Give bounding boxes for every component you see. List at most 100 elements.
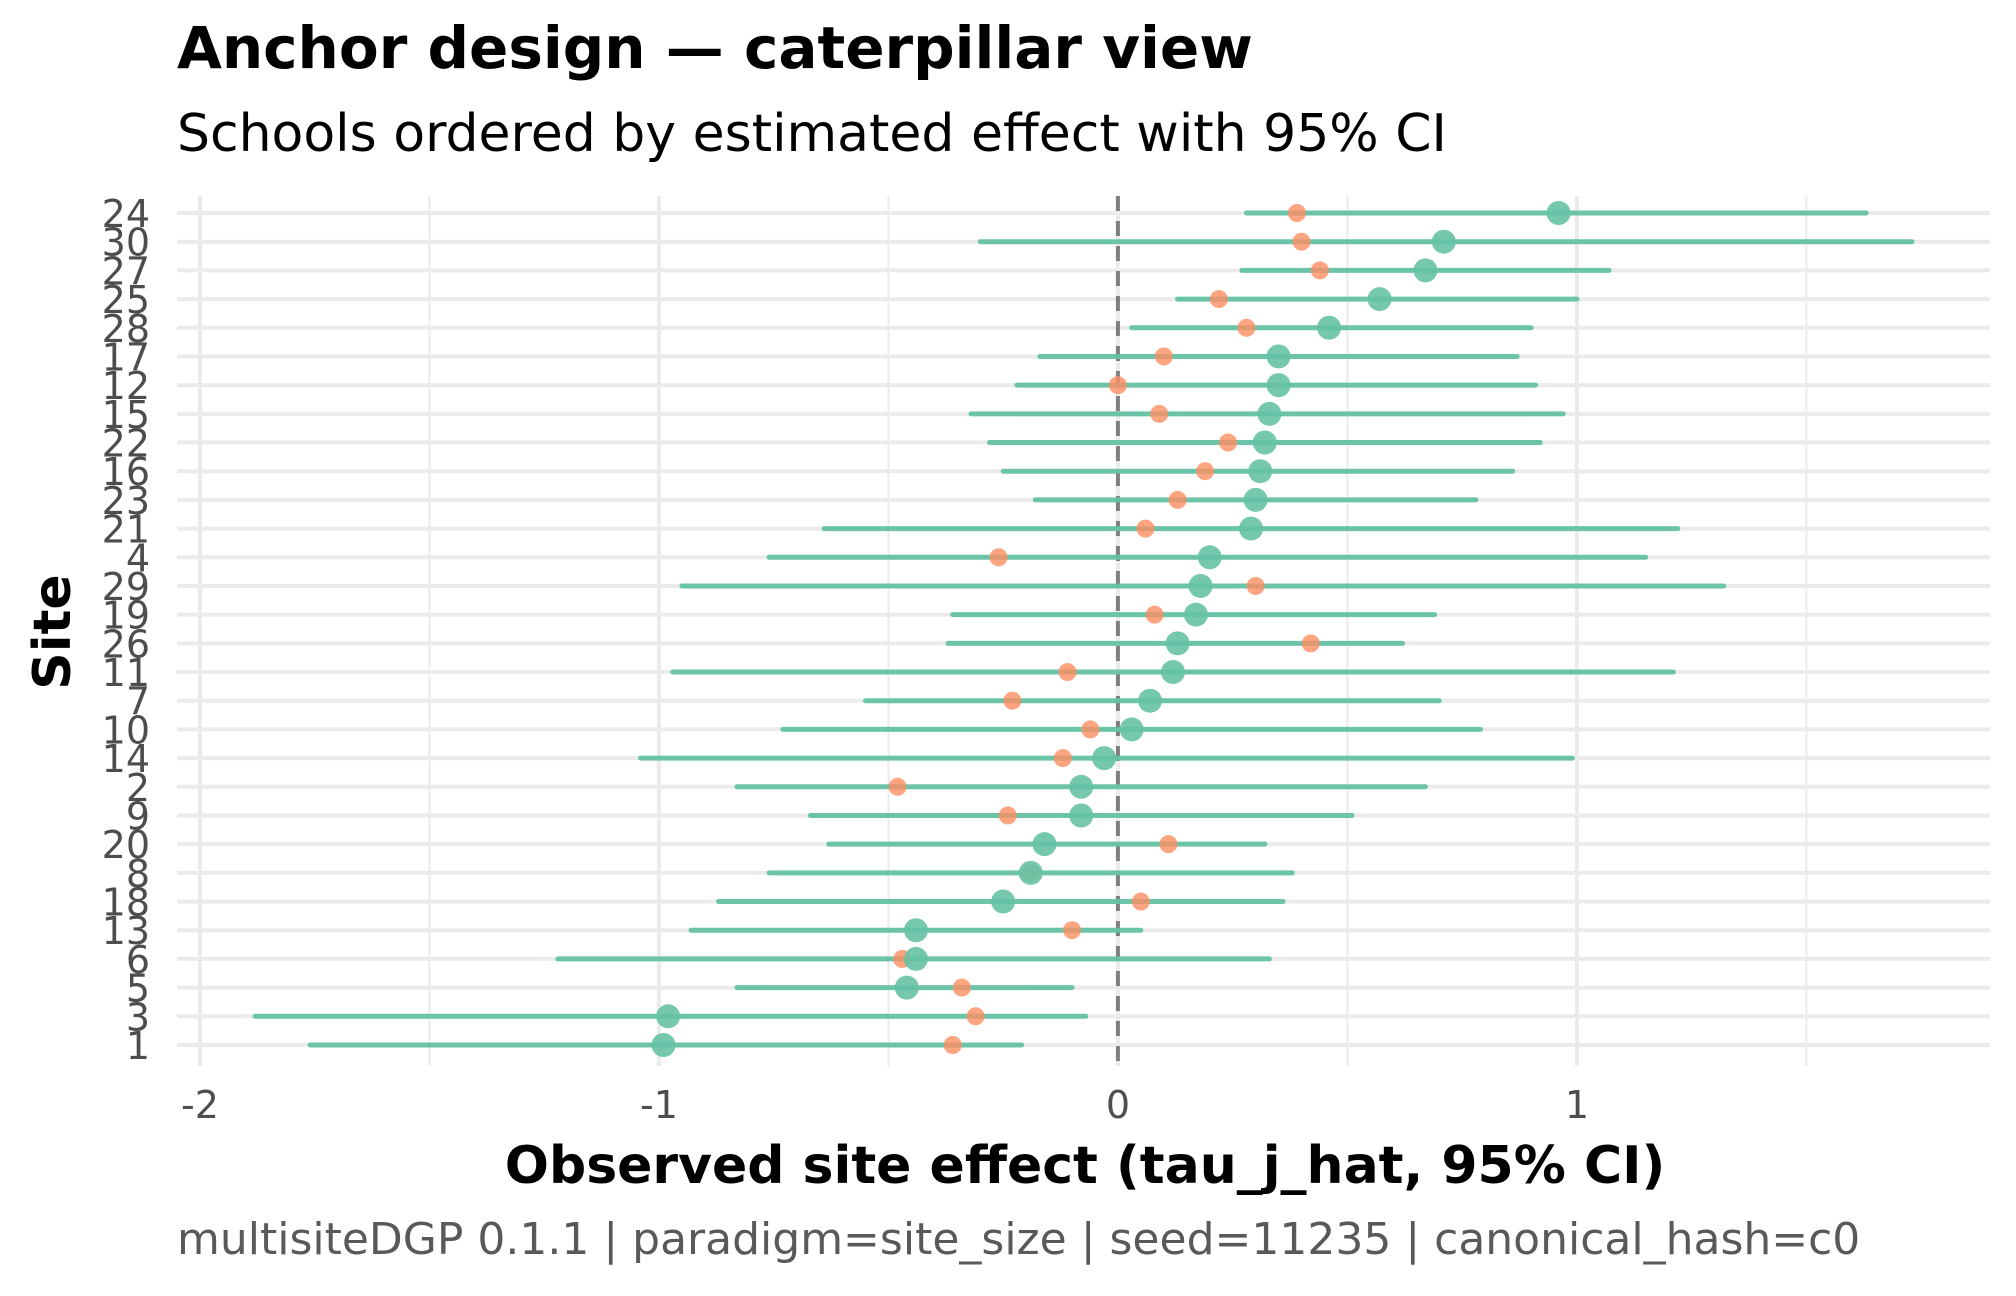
estimate-point-site-30 <box>1431 229 1456 254</box>
chart-caption: multisiteDGP 0.1.1 | paradigm=site_size … <box>177 1214 1861 1265</box>
true-effect-point-site-28 <box>1237 318 1256 337</box>
true-effect-point-site-9 <box>998 806 1017 825</box>
estimate-point-site-18 <box>991 889 1016 914</box>
true-effect-point-site-15 <box>1150 404 1169 423</box>
true-effect-point-site-5 <box>952 978 971 997</box>
x-tick-label: 0 <box>1106 1083 1130 1127</box>
true-effect-point-site-10 <box>1081 720 1100 739</box>
y-tick-label: 22 <box>102 422 150 466</box>
true-effect-layer <box>888 204 1329 1054</box>
estimate-point-site-28 <box>1317 315 1342 340</box>
y-tick-label: 12 <box>102 364 150 408</box>
y-tick-label: 3 <box>126 995 150 1039</box>
true-effect-point-site-20 <box>1159 835 1178 854</box>
y-tick-label: 24 <box>102 192 150 236</box>
estimate-point-site-8 <box>1018 860 1043 885</box>
estimate-point-site-23 <box>1243 487 1268 512</box>
true-effect-point-site-25 <box>1209 290 1228 309</box>
estimate-point-site-12 <box>1266 373 1291 398</box>
true-effect-point-site-4 <box>989 548 1008 567</box>
estimate-point-site-27 <box>1413 258 1438 283</box>
y-tick-label: 6 <box>126 938 150 982</box>
estimate-point-site-13 <box>903 918 928 943</box>
true-effect-point-site-3 <box>966 1007 985 1026</box>
y-tick-layer: 2430272528171215221623214291926117101429… <box>102 192 150 1068</box>
true-effect-point-site-18 <box>1131 892 1150 911</box>
true-effect-point-site-23 <box>1168 490 1187 509</box>
estimate-point-site-24 <box>1546 201 1571 225</box>
y-axis-title: Site <box>23 574 83 689</box>
x-tick-layer: -2 -1 0 1 <box>181 1083 1589 1127</box>
estimate-point-site-17 <box>1266 344 1291 369</box>
estimate-point-site-14 <box>1092 746 1117 771</box>
true-effect-point-site-11 <box>1058 663 1077 682</box>
true-effect-point-site-30 <box>1292 232 1311 251</box>
estimate-point-site-1 <box>651 1033 676 1057</box>
true-effect-point-site-2 <box>888 777 907 796</box>
y-tick-label: 16 <box>102 450 150 494</box>
estimate-point-site-9 <box>1069 803 1094 828</box>
y-tick-label: 4 <box>126 536 150 580</box>
estimate-point-site-16 <box>1248 459 1273 484</box>
y-tick-label: 30 <box>102 221 150 265</box>
y-tick-label: 18 <box>102 881 150 925</box>
true-effect-point-site-29 <box>1246 576 1265 595</box>
estimate-point-site-3 <box>656 1004 681 1029</box>
estimate-point-site-5 <box>894 975 919 1000</box>
y-tick-label: 23 <box>102 479 150 523</box>
y-tick-label: 25 <box>102 278 150 322</box>
y-tick-label: 29 <box>102 565 150 609</box>
y-tick-label: 8 <box>126 852 150 896</box>
true-effect-point-site-26 <box>1301 634 1320 653</box>
y-tick-label: 21 <box>102 508 150 552</box>
chart-subtitle: Schools ordered by estimated effect with… <box>177 104 1447 164</box>
true-effect-point-site-12 <box>1108 376 1127 395</box>
x-axis-title: Observed site effect (tau_j_hat, 95% CI) <box>505 1136 1665 1196</box>
true-effect-point-site-17 <box>1154 347 1173 366</box>
y-tick-label: 15 <box>102 393 150 437</box>
estimate-point-site-6 <box>903 946 928 971</box>
estimate-point-site-11 <box>1161 660 1186 685</box>
x-tick-label: -2 <box>181 1083 219 1127</box>
true-effect-point-site-16 <box>1196 462 1215 481</box>
y-tick-label: 9 <box>126 794 150 838</box>
estimate-point-site-21 <box>1239 516 1264 541</box>
x-tick-label: 1 <box>1565 1083 1589 1127</box>
true-effect-point-site-21 <box>1136 519 1155 538</box>
ci-layer <box>252 210 1915 1048</box>
y-tick-label: 28 <box>102 307 150 351</box>
y-tick-label: 20 <box>102 823 150 867</box>
grid-layer <box>177 196 1990 1066</box>
y-tick-label: 10 <box>102 708 150 752</box>
chart-title: Anchor design — caterpillar view <box>177 14 1253 82</box>
estimate-point-site-19 <box>1183 602 1208 627</box>
true-effect-point-site-19 <box>1145 605 1164 624</box>
estimate-layer <box>651 201 1571 1057</box>
y-tick-label: 5 <box>126 967 150 1011</box>
estimate-point-site-15 <box>1257 401 1282 426</box>
true-effect-point-site-24 <box>1287 204 1306 222</box>
y-tick-label: 7 <box>126 680 150 724</box>
y-tick-label: 17 <box>102 335 150 379</box>
true-effect-point-site-22 <box>1219 433 1238 452</box>
true-effect-point-site-7 <box>1003 691 1022 710</box>
true-effect-point-site-1 <box>943 1036 962 1054</box>
estimate-point-site-4 <box>1197 545 1222 570</box>
estimate-point-site-25 <box>1367 287 1392 312</box>
y-tick-label: 11 <box>102 651 150 695</box>
estimate-point-site-29 <box>1188 573 1213 598</box>
true-effect-point-site-27 <box>1310 261 1329 280</box>
y-tick-label: 2 <box>126 766 150 810</box>
estimate-point-site-20 <box>1032 832 1057 857</box>
true-effect-point-site-13 <box>1063 921 1082 940</box>
y-tick-label: 19 <box>102 594 150 638</box>
true-effect-point-site-14 <box>1053 749 1072 768</box>
estimate-point-site-2 <box>1069 774 1094 799</box>
y-tick-label: 13 <box>102 909 150 953</box>
y-tick-label: 1 <box>126 1024 150 1068</box>
estimate-point-site-22 <box>1252 430 1277 455</box>
estimate-point-site-10 <box>1119 717 1144 742</box>
x-tick-label: -1 <box>640 1083 678 1127</box>
estimate-point-site-26 <box>1165 631 1190 656</box>
